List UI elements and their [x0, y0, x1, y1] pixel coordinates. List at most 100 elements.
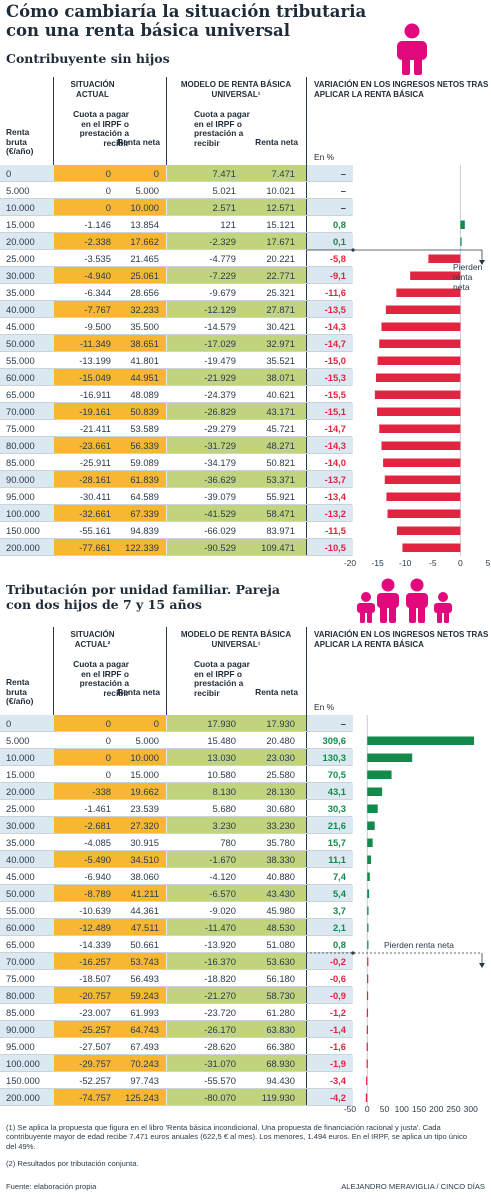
table-row: [0, 182, 306, 199]
col-cuota-rbu: Cuota a pagar en el IRPF o prestación a …: [194, 109, 250, 148]
cell-neta-actual: 38.651: [130, 338, 159, 349]
cell-neta-rbu: 7.471: [271, 168, 295, 179]
variacion-cell-bg: [307, 749, 353, 766]
col-renta-bruta: Renta bruta (€/año): [6, 127, 34, 157]
cell-cuota-rbu: -7.229: [209, 270, 236, 281]
col-en-pct: En %: [314, 702, 335, 712]
family-icon: [357, 578, 452, 623]
modelo-cell-bg: [167, 539, 306, 556]
cell-neta-actual: 35.500: [130, 321, 159, 332]
cell-cuota-rbu: -26.170: [204, 1024, 236, 1035]
x-tick-label: -50: [344, 1104, 357, 1114]
cell-cuota-actual: 0: [105, 752, 111, 763]
situacion-cell-bg: [54, 1055, 166, 1072]
row-divider: [0, 884, 352, 885]
cell-neta-actual: 50.839: [130, 406, 159, 417]
cell-cuota-rbu: -6.570: [209, 888, 236, 899]
variacion-cell-bg: [307, 953, 353, 970]
x-tick-label: 5: [486, 558, 491, 568]
section-title-family: Tributación por unidad familiar. Pareja …: [6, 582, 280, 612]
row-renta-bruta: 5.000: [6, 735, 30, 746]
modelo-cell-bg: [167, 885, 306, 902]
row-renta-bruta: 35.000: [6, 837, 35, 848]
cell-neta-rbu: 66.380: [266, 1041, 295, 1052]
situacion-cell-bg: [54, 335, 166, 352]
row-renta-bruta: 35.000: [6, 287, 35, 298]
table-row: [0, 352, 306, 369]
cell-neta-actual: 48.089: [130, 389, 159, 400]
situacion-cell-bg: [54, 817, 166, 834]
row-renta-bruta: 85.000: [6, 1007, 35, 1018]
row-renta-bruta: 70.000: [6, 956, 35, 967]
annotation-label: Pierden renta neta: [453, 262, 483, 292]
column-divider: [166, 627, 167, 1106]
situacion-cell-bg: [54, 437, 166, 454]
table-row: [0, 386, 306, 403]
cell-cuota-rbu: -17.029: [204, 338, 236, 349]
variacion-cell-bg: [307, 1089, 353, 1106]
row-divider: [0, 368, 352, 369]
cell-neta-rbu: 45.980: [266, 905, 295, 916]
bar: [366, 1008, 369, 1017]
cell-neta-rbu: 53.630: [266, 956, 295, 967]
cell-cuota-rbu: -66.029: [204, 525, 236, 536]
col-neta-actual: Renta neta: [117, 137, 160, 147]
row-renta-bruta: 100.000: [6, 1058, 40, 1069]
row-divider: [0, 867, 352, 868]
cell-neta-rbu: 17.671: [266, 236, 295, 247]
row-renta-bruta: 10.000: [6, 202, 35, 213]
person-icon: [397, 23, 427, 75]
situacion-cell-bg: [54, 471, 166, 488]
annotation-label: Pierden renta neta: [384, 940, 454, 950]
bar: [381, 441, 461, 450]
row-renta-bruta: 95.000: [6, 1041, 35, 1052]
bar: [383, 458, 461, 467]
x-tick-label: 0: [365, 1104, 370, 1114]
cell-cuota-actual: 0: [105, 202, 111, 213]
cell-neta-rbu: 56.180: [266, 973, 295, 984]
cell-neta-rbu: 63.830: [266, 1024, 295, 1035]
cell-neta-actual: 41.211: [131, 888, 159, 899]
cell-variacion: 5,4: [332, 888, 346, 899]
row-renta-bruta: 30.000: [6, 270, 35, 281]
cell-neta-rbu: 10.021: [266, 185, 295, 196]
cell-cuota-rbu: -2.329: [209, 236, 236, 247]
row-divider: [0, 555, 352, 556]
row-renta-bruta: 45.000: [6, 871, 35, 882]
variacion-cell-bg: [307, 851, 353, 868]
cell-cuota-actual: -3.535: [84, 253, 111, 264]
table-row: [0, 488, 306, 505]
cell-variacion: 0,8: [332, 219, 346, 230]
variacion-cell-bg: [307, 885, 353, 902]
header-modelo-rbu: MODELO DE RENTA BÁSICA UNIVERSAL¹: [180, 80, 292, 99]
variacion-cell-bg: [307, 165, 353, 182]
col-cuota-actual: Cuota a pagar en el IRPF o prestación a …: [73, 109, 129, 148]
cell-cuota-actual: -14.339: [79, 939, 111, 950]
row-renta-bruta: 80.000: [6, 990, 35, 1001]
cell-variacion: -15,1: [324, 406, 346, 417]
cell-neta-rbu: 28.130: [266, 786, 295, 797]
x-tick-label: 50: [380, 1104, 390, 1114]
table-row: [0, 522, 306, 539]
cell-neta-actual: 64.743: [130, 1024, 159, 1035]
cell-cuota-rbu: 121: [220, 219, 236, 230]
table-row: [0, 1055, 306, 1072]
bar: [428, 254, 461, 263]
row-divider: [0, 1054, 352, 1055]
cell-neta-actual: 38.060: [130, 871, 159, 882]
cell-variacion: 70,5: [327, 769, 346, 780]
row-renta-bruta: 0: [6, 718, 12, 729]
cell-neta-rbu: 25.580: [266, 769, 295, 780]
cell-cuota-rbu: -55.570: [204, 1075, 236, 1086]
modelo-cell-bg: [167, 783, 306, 800]
modelo-cell-bg: [167, 817, 306, 834]
cell-cuota-actual: -19.161: [79, 406, 111, 417]
row-renta-bruta: 40.000: [6, 854, 35, 865]
cell-variacion: 0,1: [332, 236, 346, 247]
cell-variacion: -11,5: [325, 525, 346, 536]
cell-neta-rbu: 45.721: [266, 423, 295, 434]
cell-neta-actual: 32.233: [130, 304, 159, 315]
cell-variacion: -13,7: [324, 474, 346, 485]
row-divider: [0, 782, 352, 783]
bar: [367, 736, 475, 745]
